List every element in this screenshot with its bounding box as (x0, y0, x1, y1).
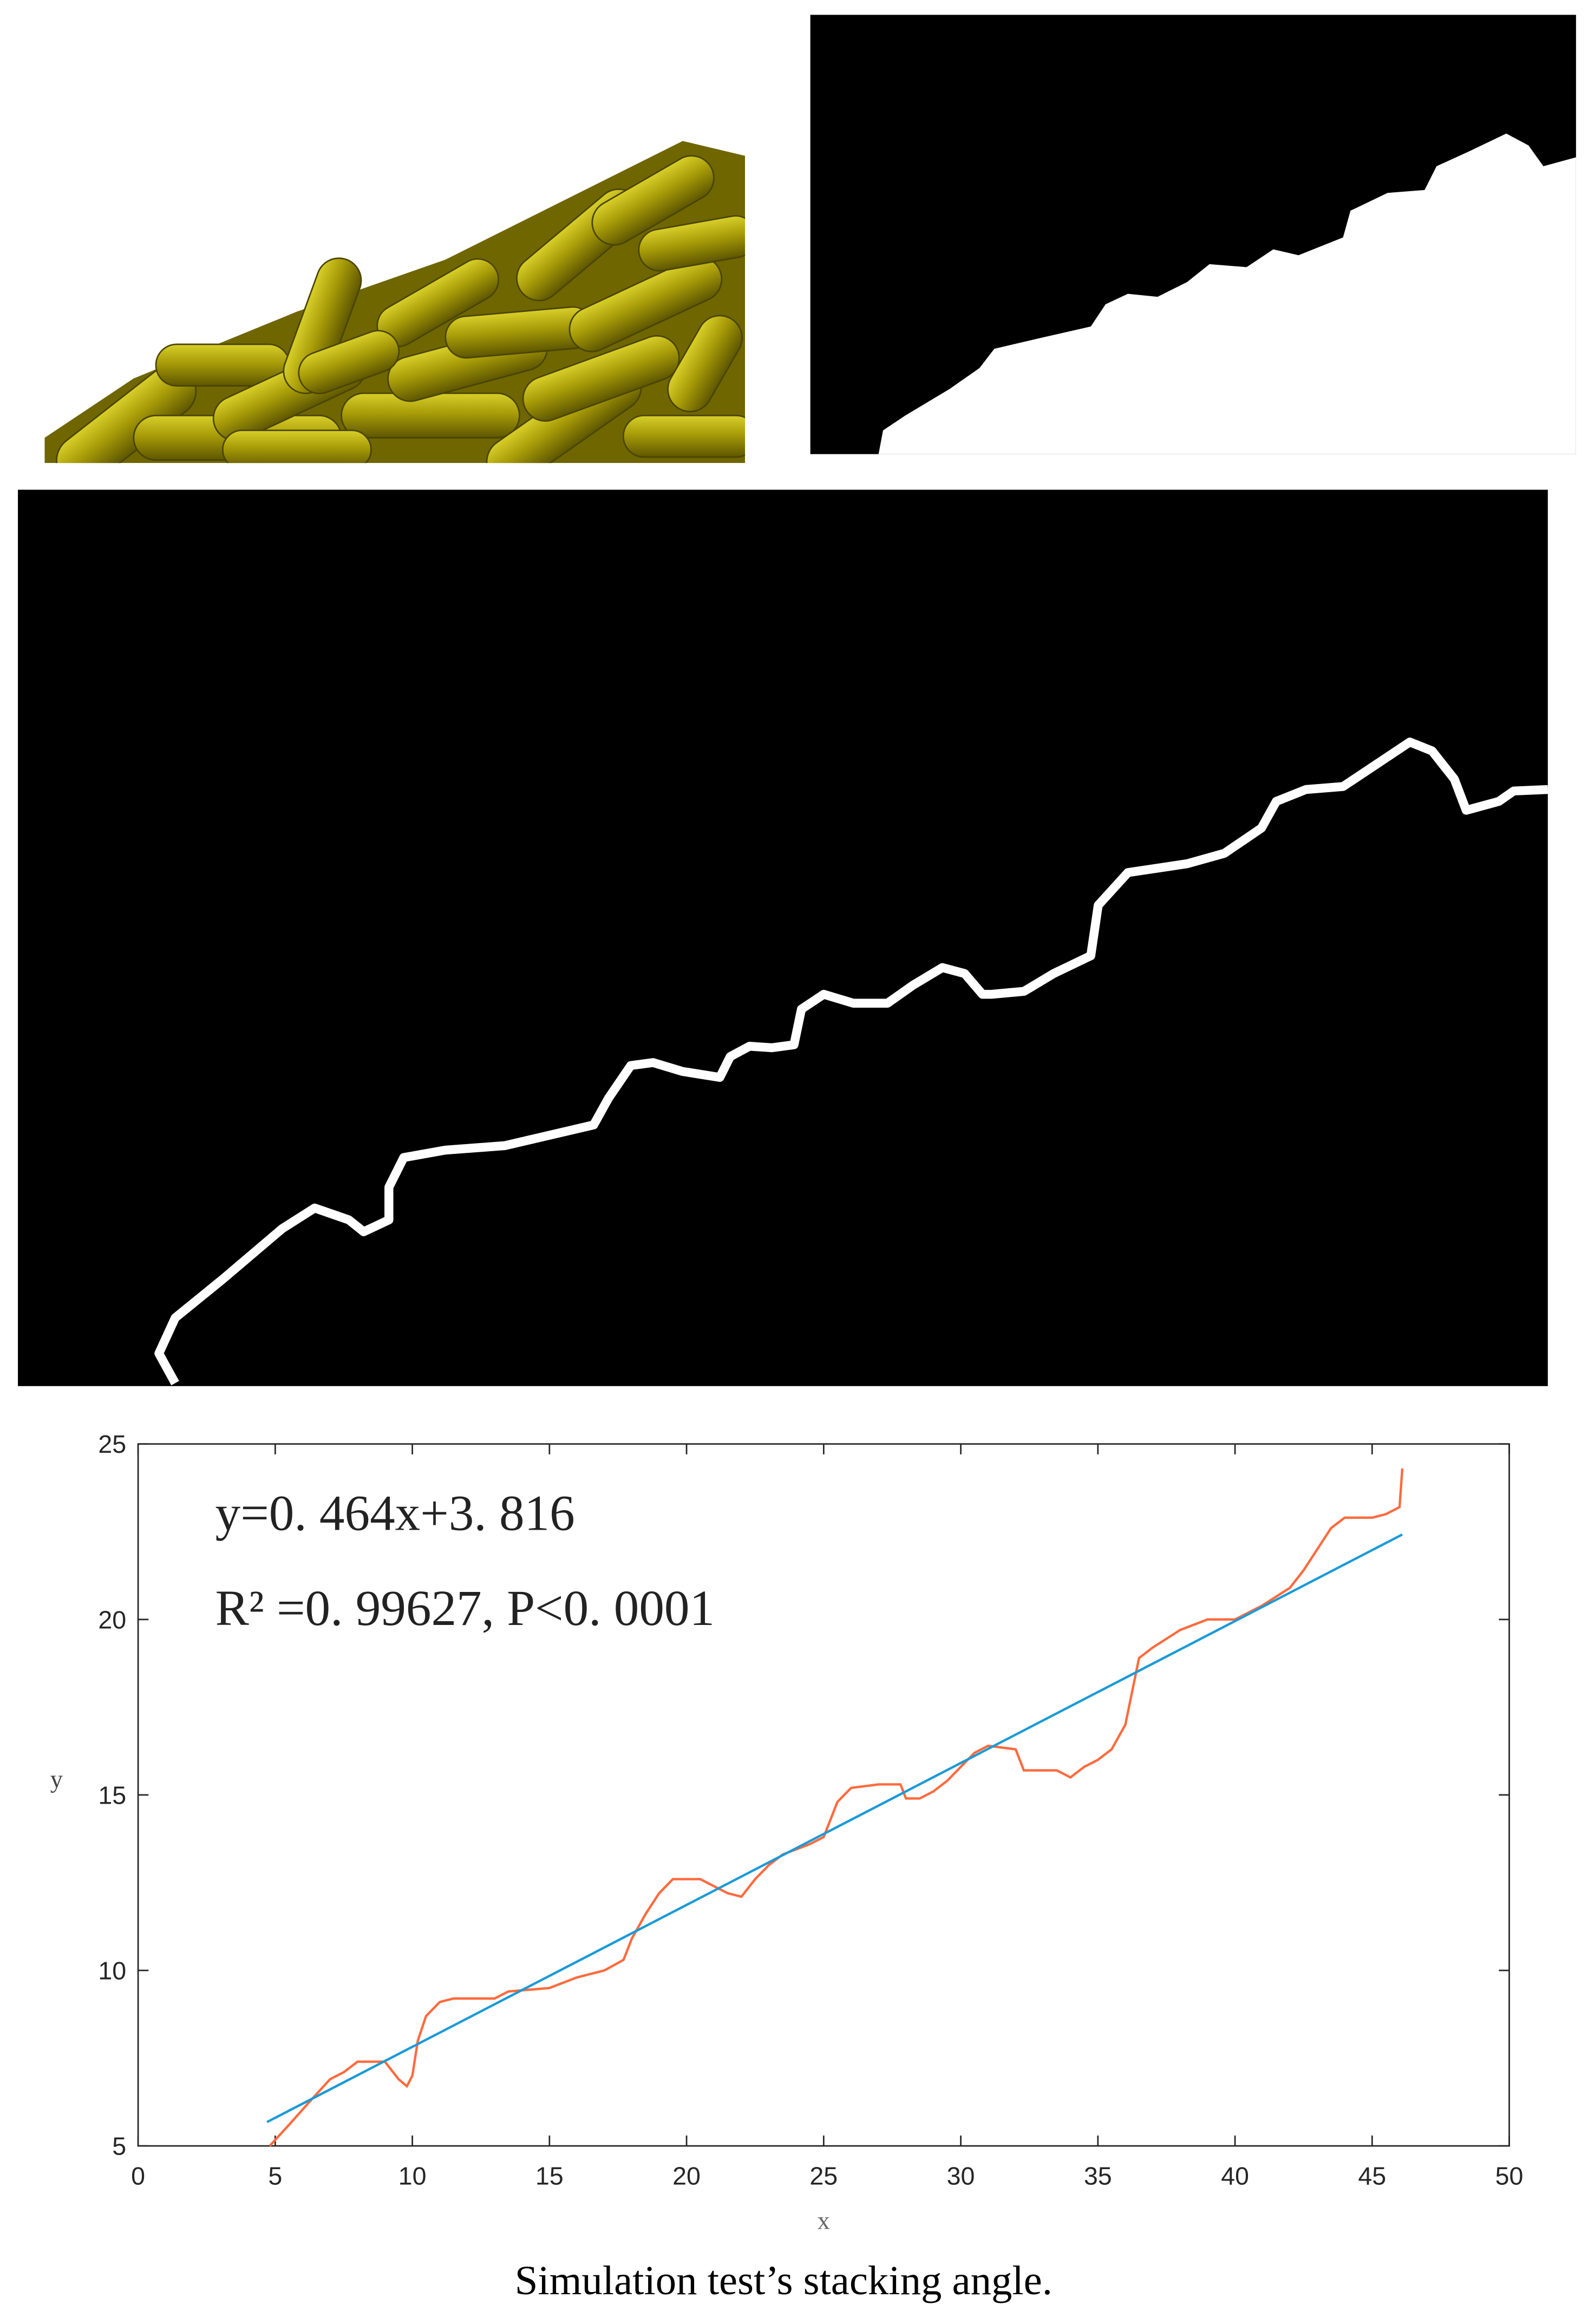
particle-render (44, 141, 746, 464)
y-tick-label: 5 (112, 2132, 126, 2160)
x-tick-label: 5 (268, 2162, 282, 2190)
annotation: y=0. 464x+3. 816 (215, 1486, 575, 1542)
caption: Simulation test’s stacking angle. (515, 2257, 1053, 2303)
binary-image (810, 15, 1576, 454)
x-tick-label: 50 (1495, 2162, 1524, 2190)
y-tick-label: 15 (98, 1781, 126, 1809)
y-tick-label: 10 (98, 1956, 126, 1984)
plot-area (137, 1443, 1510, 2147)
annotation: R² =0. 99627, P<0. 0001 (215, 1581, 715, 1636)
data-line (269, 1468, 1404, 2147)
data-line (266, 1533, 1403, 2123)
x-tick-label: 15 (535, 2162, 564, 2190)
y-tick-label: 25 (98, 1430, 126, 1458)
contour-image (18, 489, 1548, 1386)
y-tick-label: 20 (98, 1605, 126, 1634)
x-tick-label: 10 (398, 2162, 427, 2190)
x-tick-label: 35 (1084, 2162, 1112, 2190)
x-axis-label: x (818, 2207, 830, 2235)
x-tick-label: 20 (672, 2162, 701, 2190)
x-tick-label: 30 (947, 2162, 975, 2190)
x-tick-label: 45 (1358, 2162, 1386, 2190)
x-tick-label: 0 (131, 2162, 145, 2190)
x-tick-label: 40 (1221, 2162, 1249, 2190)
y-axis-label: y (50, 1765, 63, 1793)
x-tick-label: 25 (809, 2162, 838, 2190)
